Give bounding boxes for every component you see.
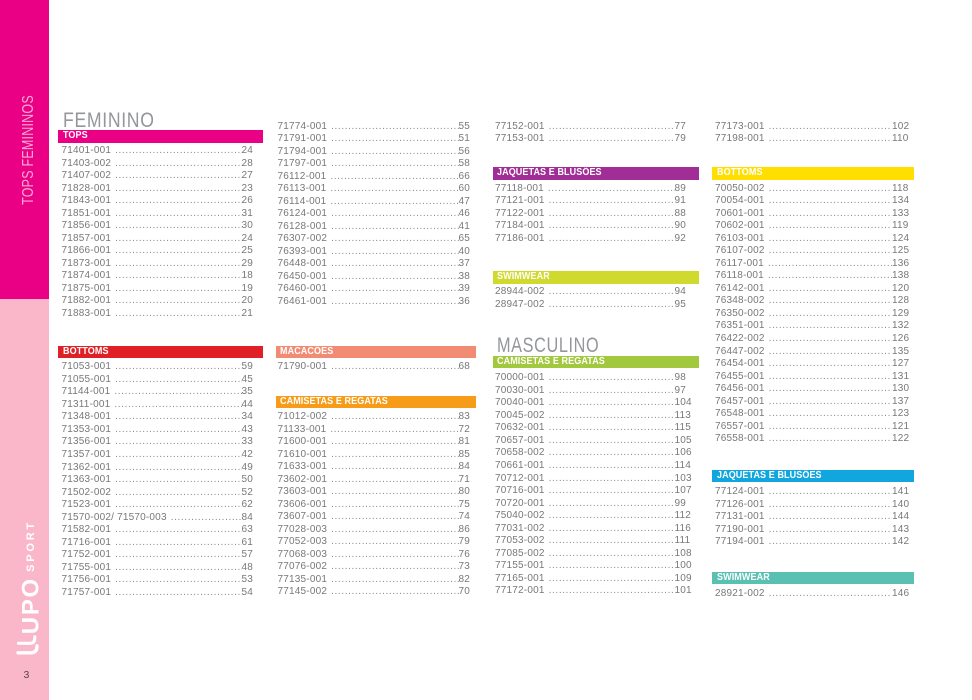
- svg-text:UPO: UPO: [18, 577, 44, 634]
- svg-text:SPORT: SPORT: [26, 520, 38, 572]
